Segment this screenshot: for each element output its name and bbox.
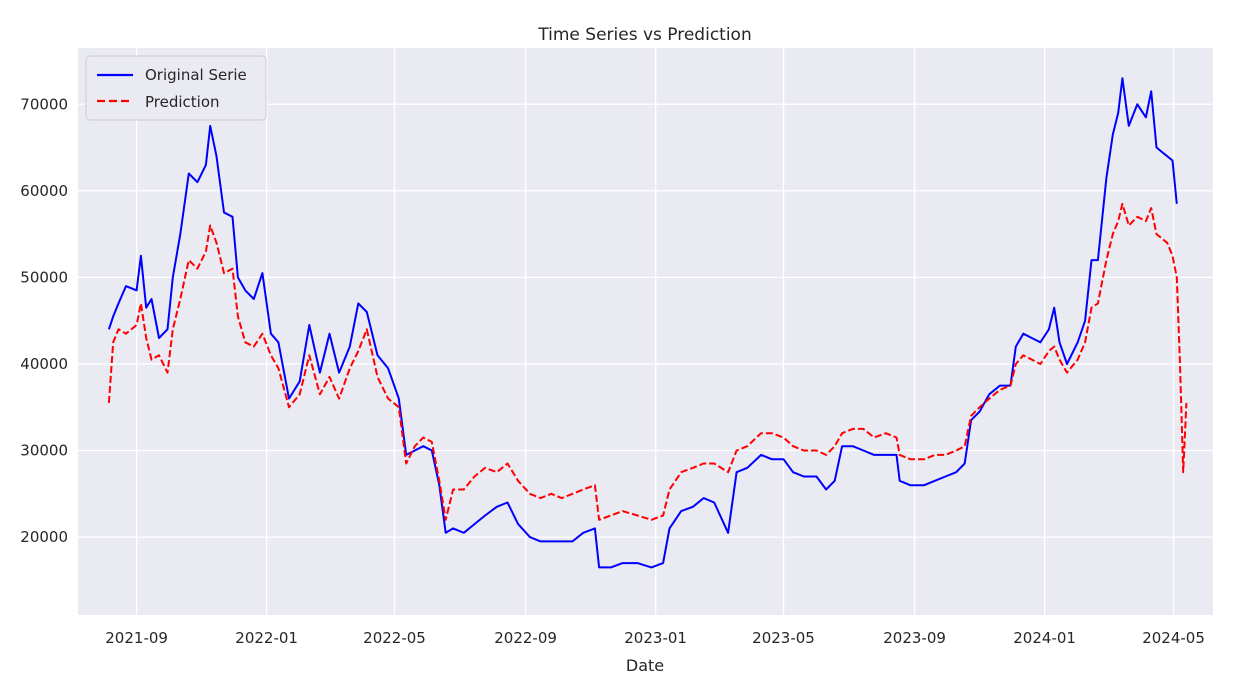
- legend-label-original-serie: Original Serie: [145, 66, 247, 84]
- plot-area: [78, 48, 1213, 615]
- series-layer: [107, 77, 1188, 569]
- y-tick-label: 20000: [20, 528, 68, 546]
- x-tick-label: 2022-01: [235, 629, 298, 647]
- series-line-original-serie: [107, 77, 1178, 569]
- y-tick-label: 60000: [20, 182, 68, 200]
- grid: [78, 48, 1213, 615]
- legend: Original Serie Prediction: [85, 55, 267, 121]
- series-line-prediction: [107, 202, 1188, 521]
- x-tick-label: 2023-05: [752, 629, 815, 647]
- y-tick-label: 70000: [20, 95, 68, 113]
- legend-label-prediction: Prediction: [145, 93, 220, 111]
- x-tick-labels: 2021-09 2022-01 2022-05 2022-09 2023-01 2023-…: [105, 629, 1205, 647]
- x-tick-label: 2024-01: [1013, 629, 1076, 647]
- y-tick-labels: 20000 30000 40000 50000 60000 70000: [20, 95, 68, 546]
- x-tick-label: 2022-05: [363, 629, 426, 647]
- x-axis-title: Date: [626, 656, 664, 675]
- legend-box: [85, 55, 267, 121]
- y-tick-label: 40000: [20, 355, 68, 373]
- x-tick-label: 2023-09: [883, 629, 946, 647]
- y-tick-label: 30000: [20, 442, 68, 460]
- x-tick-label: 2022-09: [494, 629, 557, 647]
- x-tick-label: 2021-09: [105, 629, 168, 647]
- x-tick-label: 2023-01: [624, 629, 687, 647]
- y-tick-label: 50000: [20, 268, 68, 286]
- chart-title: Time Series vs Prediction: [537, 25, 751, 45]
- x-tick-label: 2024-05: [1142, 629, 1205, 647]
